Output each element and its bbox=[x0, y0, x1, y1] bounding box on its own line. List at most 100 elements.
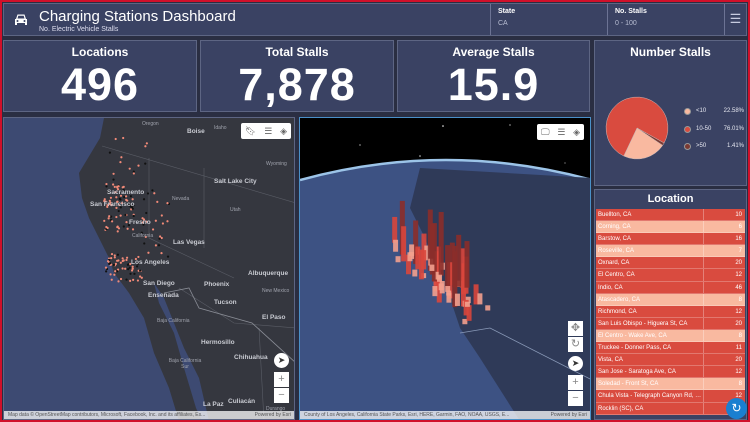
table-row[interactable]: Atascadero, CA 8 bbox=[596, 293, 745, 306]
legend-item-high[interactable]: >50 1.41% bbox=[684, 142, 744, 150]
station-point[interactable] bbox=[117, 280, 120, 283]
station-point[interactable] bbox=[145, 211, 148, 215]
station-point[interactable] bbox=[133, 272, 136, 275]
station-bar[interactable] bbox=[395, 256, 401, 263]
station-point[interactable] bbox=[114, 191, 117, 194]
station-point[interactable] bbox=[119, 161, 122, 164]
station-point[interactable] bbox=[119, 206, 122, 209]
station-point[interactable] bbox=[131, 267, 134, 270]
station-bar[interactable] bbox=[412, 269, 418, 277]
station-point[interactable] bbox=[116, 230, 119, 233]
station-point[interactable] bbox=[127, 190, 131, 193]
zoom-in-button[interactable]: + bbox=[568, 375, 583, 390]
station-point[interactable] bbox=[132, 170, 135, 173]
station-point[interactable] bbox=[156, 200, 159, 203]
station-point[interactable] bbox=[136, 262, 140, 265]
station-point[interactable] bbox=[145, 142, 148, 145]
compass-icon[interactable]: ➤ bbox=[274, 353, 289, 368]
table-row[interactable]: El Centro - Wake Ave, CA 8 bbox=[596, 329, 745, 343]
station-point[interactable] bbox=[139, 269, 142, 272]
station-point[interactable] bbox=[160, 236, 163, 240]
table-row[interactable]: Barstow, CA 16 bbox=[596, 233, 745, 246]
station-point[interactable] bbox=[105, 270, 108, 273]
station-point[interactable] bbox=[143, 242, 146, 245]
station-point[interactable] bbox=[129, 279, 132, 283]
station-point[interactable] bbox=[127, 204, 130, 207]
station-point[interactable] bbox=[136, 279, 140, 282]
station-point[interactable] bbox=[161, 222, 165, 225]
station-point[interactable] bbox=[146, 192, 150, 195]
station-point[interactable] bbox=[124, 213, 127, 217]
station-point[interactable] bbox=[128, 266, 131, 269]
station-point[interactable] bbox=[142, 218, 146, 221]
station-point[interactable] bbox=[166, 255, 170, 258]
basemap-layers-icon[interactable]: ◈ bbox=[573, 127, 581, 137]
stalls-filter[interactable]: No. Stalls 0 - 100 bbox=[607, 4, 725, 35]
state-filter[interactable]: State CA bbox=[490, 4, 607, 35]
station-bar[interactable] bbox=[401, 226, 407, 262]
station-bar[interactable] bbox=[432, 286, 438, 297]
station-point[interactable] bbox=[113, 273, 116, 276]
station-bar[interactable] bbox=[424, 245, 430, 261]
station-point[interactable] bbox=[125, 198, 128, 201]
station-point[interactable] bbox=[120, 201, 124, 205]
station-point[interactable] bbox=[160, 214, 163, 217]
station-point[interactable] bbox=[151, 189, 154, 192]
station-point[interactable] bbox=[112, 178, 115, 181]
station-bar[interactable] bbox=[464, 241, 470, 288]
station-bar[interactable] bbox=[445, 286, 451, 292]
station-point[interactable] bbox=[125, 278, 128, 281]
station-bar[interactable] bbox=[436, 280, 442, 303]
station-point[interactable] bbox=[132, 278, 135, 281]
station-point[interactable] bbox=[121, 267, 124, 270]
station-point[interactable] bbox=[144, 235, 147, 239]
station-bar[interactable] bbox=[445, 245, 451, 291]
station-point[interactable] bbox=[115, 196, 118, 199]
station-point[interactable] bbox=[142, 198, 146, 201]
table-row[interactable]: Roseville, CA 7 bbox=[596, 245, 745, 258]
station-point[interactable] bbox=[158, 237, 161, 240]
station-point[interactable] bbox=[136, 265, 139, 268]
station-point[interactable] bbox=[116, 270, 119, 273]
station-point[interactable] bbox=[154, 244, 158, 247]
station-point[interactable] bbox=[113, 185, 116, 188]
station-bar[interactable] bbox=[473, 284, 479, 305]
station-point[interactable] bbox=[109, 215, 113, 218]
station-point[interactable] bbox=[114, 137, 117, 141]
station-point[interactable] bbox=[108, 151, 112, 154]
bookmark-icon[interactable]: 🔖︎ bbox=[244, 126, 257, 136]
station-point[interactable] bbox=[144, 145, 147, 148]
legend-item-low[interactable]: <10 22.58% bbox=[684, 107, 744, 115]
station-point[interactable] bbox=[137, 164, 140, 167]
table-row[interactable]: Vista, CA 20 bbox=[596, 354, 745, 367]
station-point[interactable] bbox=[122, 225, 125, 228]
station-bar[interactable] bbox=[477, 293, 483, 305]
station-point[interactable] bbox=[115, 215, 118, 219]
station-bar[interactable] bbox=[407, 252, 413, 262]
station-point[interactable] bbox=[122, 136, 125, 140]
station-point[interactable] bbox=[105, 182, 108, 186]
layer-list-icon[interactable]: ☰ bbox=[264, 126, 273, 136]
station-bar[interactable] bbox=[429, 264, 435, 271]
station-point[interactable] bbox=[121, 259, 124, 263]
station-point[interactable] bbox=[125, 258, 128, 262]
station-bar[interactable] bbox=[393, 239, 399, 252]
zoom-in-button[interactable]: + bbox=[274, 372, 289, 387]
scene-3d[interactable]: 🖵︎ ☰ ◈ ✥ ↻ ➤ + − County of Los Angeles, Ca… bbox=[299, 117, 591, 420]
station-point[interactable] bbox=[128, 167, 131, 170]
station-point[interactable] bbox=[154, 219, 157, 222]
station-point[interactable] bbox=[144, 162, 147, 165]
station-bar[interactable] bbox=[462, 318, 468, 325]
station-bar[interactable] bbox=[421, 250, 427, 270]
station-point[interactable] bbox=[141, 217, 144, 220]
station-point[interactable] bbox=[105, 185, 108, 188]
station-point[interactable] bbox=[106, 190, 110, 193]
station-point[interactable] bbox=[114, 270, 117, 273]
station-point[interactable] bbox=[116, 226, 119, 229]
station-point[interactable] bbox=[129, 262, 132, 266]
station-point[interactable] bbox=[108, 262, 112, 265]
station-point[interactable] bbox=[123, 195, 126, 199]
zoom-out-button[interactable]: − bbox=[568, 391, 583, 406]
station-point[interactable] bbox=[157, 244, 161, 247]
station-point[interactable] bbox=[130, 206, 134, 209]
